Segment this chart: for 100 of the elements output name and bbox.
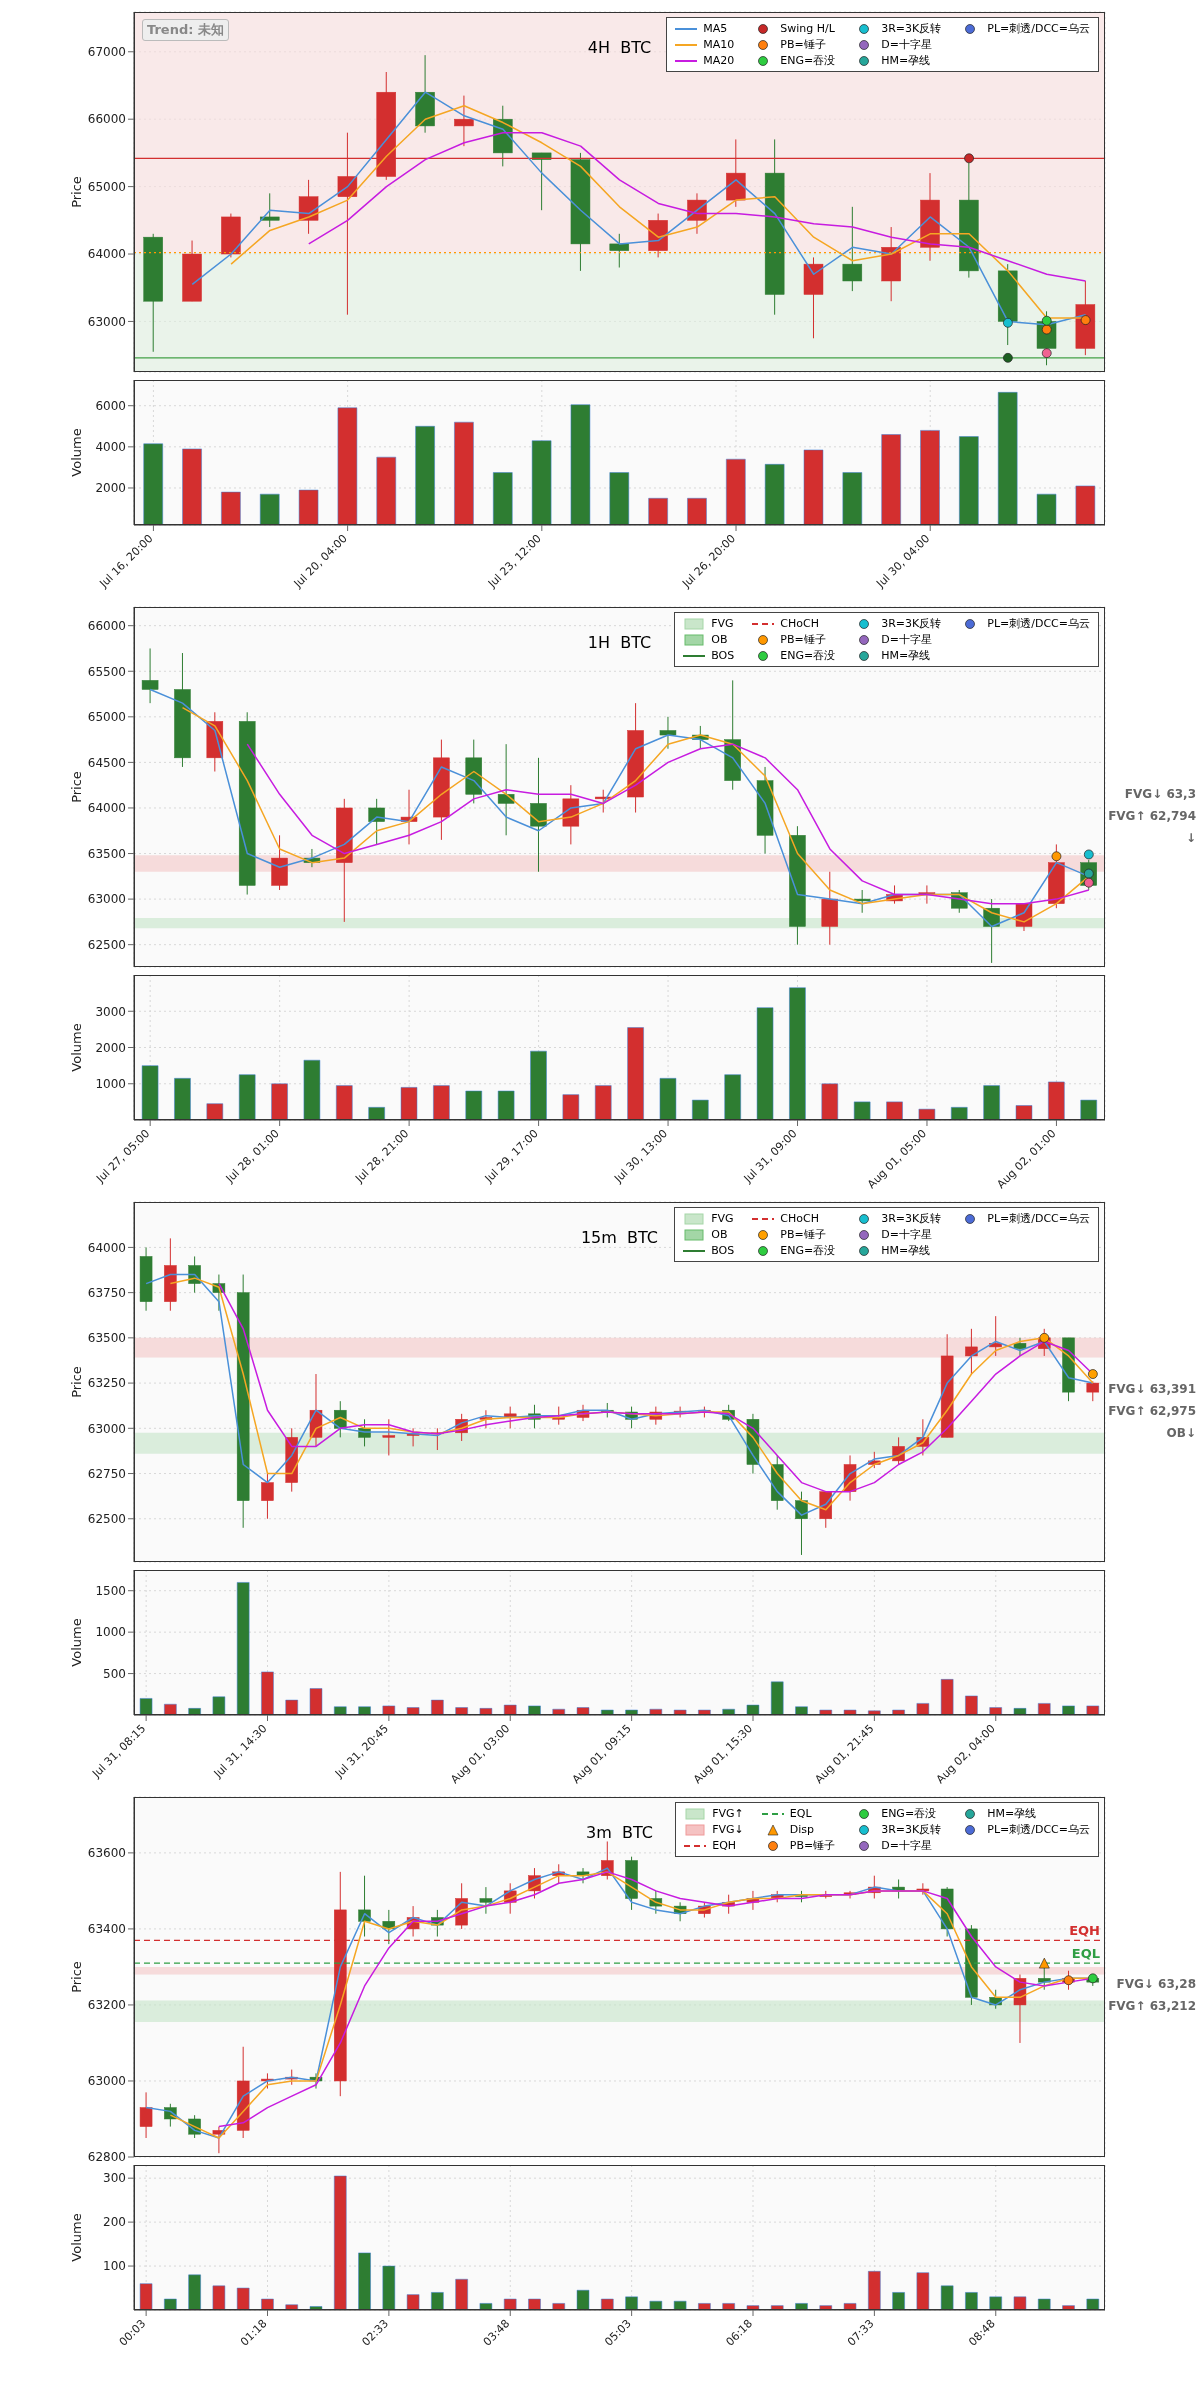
y-tick-label: 200 [103,2215,126,2230]
text: FVG↑ 63,212 [1108,1999,1196,2013]
legend-label: HM=孕线 [881,1243,931,1258]
legend-label: 3R=3K反转 [881,1822,942,1837]
text: FVG↑ 62,794 [1108,809,1196,823]
legend-label: 3R=3K反转 [881,616,942,631]
y-tick-label: 6000 [95,398,126,413]
legend-label: PB=锤子 [789,1838,836,1853]
y-tick-label: 4000 [95,440,126,455]
ref-line-label: EQH [1069,1923,1100,1939]
y-tick-label: 67000 [87,45,126,60]
y-axis-title: Price [68,771,84,803]
legend-label: Disp [789,1823,815,1836]
legend-label: HM=孕线 [987,1806,1037,1821]
y-tick-label: 63400 [87,1922,126,1937]
legend-label: EQL [789,1807,812,1820]
y-tick-label: 63000 [87,1421,126,1436]
y-tick-label: 63200 [87,1998,126,2013]
legend-label: BOS [711,649,735,662]
y-tick-label: 62500 [87,937,126,952]
y-tick-label: 2000 [95,481,126,496]
legend-label: MA5 [703,22,728,35]
y-tick-label: 300 [103,2171,126,2186]
y-axis-title: Price [68,1961,84,1993]
y-tick-label: 100 [103,2259,126,2274]
legend-label: D=十字星 [881,1227,932,1242]
y-axis-title: Volume [68,1618,84,1667]
y-tick-label: 65500 [87,664,126,679]
legend-label: CHoCH [780,617,819,630]
y-tick-label: 63250 [87,1376,126,1391]
legend-label: ENG=吞没 [881,1806,937,1821]
y-axis-title: Volume [68,428,84,477]
y-tick-label: 500 [103,1666,126,1681]
legend-label: ENG=吞没 [780,1243,836,1258]
legend-label: BOS [711,1244,735,1257]
y-axis-title: Volume [68,1023,84,1072]
legend-label: FVG [711,617,734,630]
y-tick-label: 2000 [95,1040,126,1055]
y-tick-label: 65000 [87,710,126,725]
text: FVG↓ 63,28 [1116,1977,1196,1991]
y-tick-label: 62800 [87,2150,126,2165]
ref-line-label: EQL [1071,1946,1100,1962]
y-tick-label: 64500 [87,755,126,770]
text: 15m BTC [580,1228,659,1247]
y-tick-label: 3000 [95,1004,126,1019]
legend-label: OB [711,1228,728,1241]
legend-label: PB=锤子 [780,632,826,647]
legend-label: OB [711,633,728,646]
legend-label: D=十字星 [881,632,932,647]
legend-label: FVG [711,1212,734,1225]
y-tick-label: 62750 [87,1466,126,1481]
legend-label: MA10 [703,38,735,51]
legend-label: Swing H/L [780,22,835,35]
y-tick-label: 63000 [87,314,126,329]
y-tick-label: 63500 [87,846,126,861]
legend-label: PL=刺透/DCC=乌云 [987,21,1090,36]
text: 4H BTC [587,38,652,57]
legend-label: PL=刺透/DCC=乌云 [987,1211,1090,1226]
legend-label: FVG↓ [712,1823,744,1836]
legend-label: PB=锤子 [780,1227,826,1242]
y-axis-title: Price [68,1366,84,1398]
text: OB↓ [1166,1426,1196,1440]
legend-label: HM=孕线 [881,648,931,663]
text: FVG↑ 62,975 [1108,1404,1196,1418]
legend-label: ENG=吞没 [780,648,836,663]
legend-label: MA20 [703,54,735,67]
legend-label: FVG↑ [712,1807,744,1820]
y-tick-label: 66000 [87,618,126,633]
legend-label: 3R=3K反转 [881,1211,942,1226]
y-tick-label: 64000 [87,801,126,816]
legend-label: ENG=吞没 [780,53,836,68]
annotation: Trend: 未知 [142,19,229,41]
legend-label: CHoCH [780,1212,819,1225]
text: 1H BTC [587,633,652,652]
y-tick-label: 63750 [87,1285,126,1300]
text: FVG↓ 63,391 [1108,1382,1196,1396]
y-tick-label: 66000 [87,112,126,127]
legend-label: EQH [712,1839,737,1852]
legend-label: PL=刺透/DCC=乌云 [987,616,1090,631]
y-tick-label: 63000 [87,892,126,907]
y-tick-label: 63500 [87,1331,126,1346]
legend-label: 3R=3K反转 [881,21,942,36]
y-tick-label: 64000 [87,1240,126,1255]
legend-label: PL=刺透/DCC=乌云 [987,1822,1090,1837]
y-tick-label: 1000 [95,1625,126,1640]
y-axis-title: Volume [68,2213,84,2262]
text: 3m BTC [586,1823,653,1842]
y-tick-label: 64000 [87,247,126,262]
text: ↓ [1185,831,1196,845]
y-tick-label: 65000 [87,179,126,194]
y-tick-label: 62500 [87,1512,126,1527]
y-tick-label: 1000 [95,1077,126,1092]
legend-label: HM=孕线 [881,53,931,68]
text: FVG↓ 63,3 [1124,787,1196,801]
y-tick-label: 1500 [95,1583,126,1598]
y-tick-label: 63000 [87,2074,126,2089]
legend-label: PB=锤子 [780,37,826,52]
legend-label: D=十字星 [881,37,932,52]
legend-label: D=十字星 [881,1838,932,1853]
y-axis-title: Price [68,176,84,208]
